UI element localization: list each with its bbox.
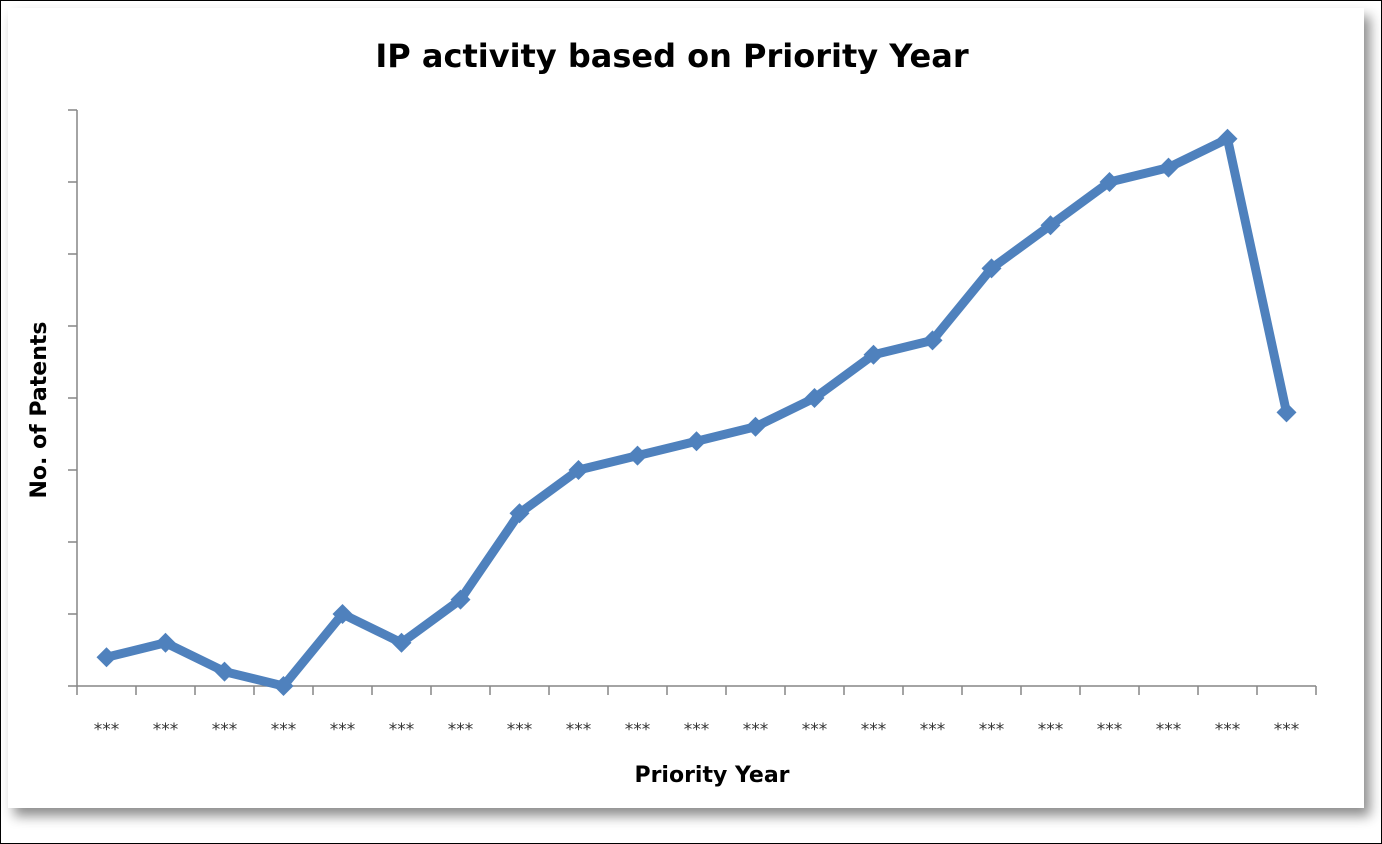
marker [627, 445, 648, 466]
marker [332, 604, 353, 624]
marker [1040, 215, 1061, 236]
x-tick-label: *** [684, 720, 710, 740]
x-tick-label: *** [1215, 720, 1241, 740]
x-tick-label: *** [153, 720, 179, 740]
marker [745, 416, 766, 437]
marker [1158, 157, 1179, 178]
x-tick-label: *** [448, 720, 474, 740]
x-axis-label: Priority Year [634, 763, 789, 788]
marker [96, 647, 117, 668]
marker [686, 431, 707, 452]
chart-title: IP activity based on Priority Year [375, 37, 968, 75]
marker [863, 344, 884, 365]
x-tick-label: *** [1156, 720, 1182, 740]
x-tick-label: *** [330, 720, 356, 740]
marker [1099, 172, 1120, 192]
x-tick-label: *** [743, 720, 769, 740]
marker [509, 503, 530, 524]
chart-area [8, 8, 1364, 808]
x-tick-label: *** [212, 720, 238, 740]
x-tick-label: *** [1097, 720, 1123, 740]
marker [1217, 128, 1238, 149]
marker [1276, 402, 1297, 423]
x-tick-label: *** [389, 720, 415, 740]
marker [155, 632, 176, 653]
x-tick-label: *** [861, 720, 887, 740]
y-axis-label: No. of Patents [27, 322, 52, 499]
marker [391, 632, 412, 653]
x-tick-label: *** [94, 720, 120, 740]
marker [450, 589, 471, 610]
x-tick-label: *** [271, 720, 297, 740]
x-tick-label: *** [920, 720, 946, 740]
marker [922, 330, 943, 351]
x-tick-label: *** [979, 720, 1005, 740]
x-tick-label: *** [1274, 720, 1300, 740]
marker [981, 258, 1002, 279]
marker [214, 661, 235, 682]
marker [804, 388, 825, 408]
x-tick-label: *** [566, 720, 592, 740]
marker [273, 676, 294, 696]
x-tick-label: *** [625, 720, 651, 740]
x-tick-label: *** [1038, 720, 1064, 740]
x-tick-label: *** [507, 720, 533, 740]
marker [568, 460, 589, 480]
x-tick-label: *** [802, 720, 828, 740]
